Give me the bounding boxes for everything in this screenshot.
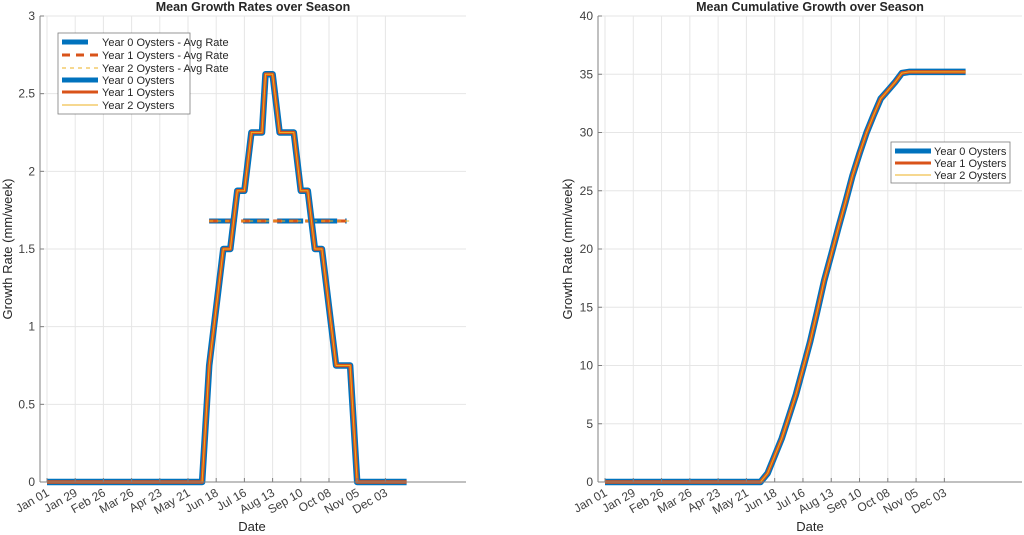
- y-tick-label: 0: [28, 475, 35, 489]
- series-line: [605, 71, 966, 483]
- series-line: [47, 72, 407, 484]
- left-legend[interactable]: Year 0 Oysters - Avg Rate Year 1 Oysters…: [57, 32, 229, 115]
- right-y-axis-label: Growth Rate (mm/week): [560, 179, 575, 320]
- y-tick-label: 10: [580, 359, 594, 373]
- y-tick-label: 2: [28, 164, 35, 178]
- y-tick-label: 15: [580, 300, 594, 314]
- y-tick-label: 1.5: [18, 242, 35, 256]
- series-line: [605, 68, 966, 486]
- y-tick-label: 40: [580, 9, 594, 23]
- right-chart-title: Mean Cumulative Growth over Season: [696, 0, 924, 14]
- legend-label: Year 1 Oysters - Avg Rate: [102, 50, 229, 62]
- right-grid: [598, 15, 1022, 483]
- left-chart-title: Mean Growth Rates over Season: [156, 0, 351, 14]
- y-tick-label: 30: [580, 126, 594, 140]
- right-x-axis-label: Date: [796, 519, 823, 534]
- legend-label: Year 0 Oysters: [102, 75, 175, 87]
- legend-label: Year 2 Oysters: [102, 100, 175, 112]
- y-tick-label: 2.5: [18, 87, 35, 101]
- right-legend[interactable]: Year 0 Oysters Year 1 Oysters Year 2 Oys…: [890, 141, 1011, 184]
- legend-label: Year 1 Oysters: [102, 87, 175, 99]
- y-tick-label: 3: [28, 9, 35, 23]
- right-plot-lines: [605, 68, 966, 486]
- legend-label: Year 2 Oysters: [934, 170, 1007, 182]
- legend-label: Year 1 Oysters: [934, 158, 1007, 170]
- y-tick-label: 1: [28, 320, 35, 334]
- legend-label: Year 0 Oysters: [934, 146, 1007, 158]
- left-y-axis-label: Growth Rate (mm/week): [0, 179, 15, 320]
- y-tick-label: 0.5: [18, 397, 35, 411]
- left-plot-lines: [47, 71, 407, 486]
- legend-label: Year 2 Oysters - Avg Rate: [102, 63, 229, 75]
- y-tick-label: 20: [580, 242, 594, 256]
- right-y-ticks: 0 5 10 15 20 25 30 35 40: [580, 9, 602, 489]
- y-tick-label: 35: [580, 67, 594, 81]
- legend-label: Year 0 Oysters - Avg Rate: [102, 37, 229, 49]
- y-tick-label: 25: [580, 184, 594, 198]
- left-y-ticks: 0 0.5 1 1.5 2 2.5 3: [18, 9, 44, 489]
- y-tick-label: 5: [586, 417, 593, 431]
- series-line: [47, 73, 407, 483]
- y-tick-label: 0: [586, 475, 593, 489]
- left-x-axis-label: Date: [238, 519, 265, 534]
